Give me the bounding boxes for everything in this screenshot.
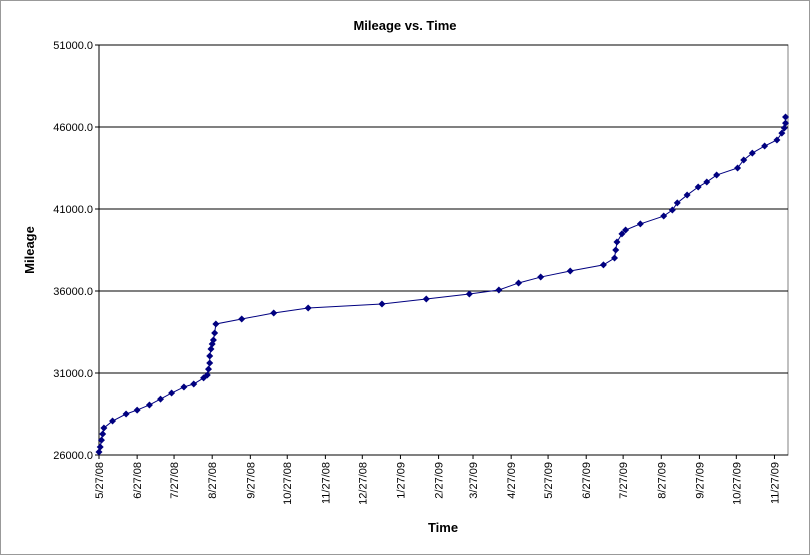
y-tick-label: 41000.0 [53,204,93,216]
data-point [694,183,702,191]
data-point [778,129,786,137]
x-tick-label: 5/27/09 [543,462,555,499]
x-tick-label: 10/27/08 [282,462,294,505]
x-tick-label: 12/27/08 [357,462,369,505]
x-tick-label: 9/27/08 [245,462,257,499]
data-point [168,389,176,397]
data-point [465,290,473,298]
data-point [145,401,153,409]
data-point [304,304,312,312]
data-point [190,380,198,388]
x-tick-label: 1/27/09 [395,462,407,499]
x-tick-label: 7/27/09 [618,462,630,499]
data-point [97,436,105,444]
data-point [773,136,781,144]
x-tick-label: 5/27/08 [94,462,106,499]
data-point [740,156,748,164]
data-point [209,336,217,344]
data-point [96,443,104,451]
data-point [205,365,213,373]
data-point [212,320,220,328]
data-point [495,286,503,294]
data-point [109,417,117,425]
y-axis-label: Mileage [22,226,37,274]
data-point [660,212,668,220]
data-point [599,261,607,269]
data-point [203,371,211,379]
data-point [673,199,681,207]
x-tick-label: 10/27/09 [731,462,743,505]
data-point [100,424,108,432]
data-point [206,352,214,360]
data-point [622,226,630,234]
x-tick-label: 2/27/09 [434,462,446,499]
y-tick-label: 46000.0 [53,122,93,134]
data-point [748,149,756,157]
data-point [713,171,721,179]
data-point [683,191,691,199]
data-point [378,300,386,308]
data-point [782,113,790,121]
data-point [238,315,246,323]
x-tick-label: 11/27/08 [320,462,332,504]
data-point [207,345,215,353]
data-point [566,267,574,275]
y-tick-label: 26000.0 [53,450,93,462]
data-point [668,206,676,214]
data-point [761,142,769,150]
x-tick-label: 6/27/08 [132,462,144,499]
data-point [99,430,107,438]
data-point [782,119,790,127]
x-axis-label: Time [428,520,458,535]
data-point [206,359,214,367]
data-point [515,279,523,287]
data-point [537,273,545,281]
data-point [157,395,165,403]
data-point [122,410,130,418]
x-tick-label: 8/27/09 [656,462,668,499]
data-point [613,238,621,246]
y-tick-label: 51000.0 [53,40,93,52]
data-point [780,124,788,132]
y-tick-label: 36000.0 [53,286,93,298]
x-tick-label: 4/27/09 [506,462,518,499]
data-point [734,164,742,172]
y-tick-label: 31000.0 [53,368,93,380]
x-tick-label: 8/27/08 [207,462,219,499]
data-point [618,230,626,238]
data-point [612,246,620,254]
x-tick-label: 11/27/09 [769,462,781,504]
plot-area [98,44,789,456]
x-tick-label: 9/27/09 [694,462,706,499]
data-point [95,448,103,456]
x-tick-label: 6/27/09 [581,462,593,499]
x-tick-label: 3/27/09 [468,462,480,499]
data-point [422,295,430,303]
x-tick-label: 7/27/08 [169,462,181,499]
data-point [180,383,188,391]
data-point [270,309,278,317]
data-point [611,254,619,262]
data-point [211,329,219,337]
chart-title: Mileage vs. Time [353,18,456,33]
data-point [133,406,141,414]
data-point [703,178,711,186]
data-point [636,220,644,228]
